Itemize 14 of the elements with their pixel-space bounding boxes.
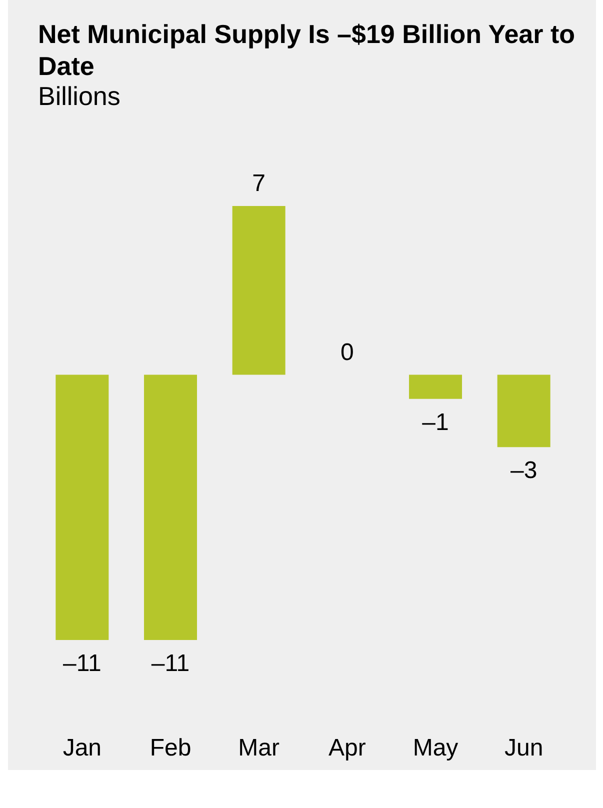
x-tick-label: May: [412, 734, 458, 762]
data-label: –3: [510, 457, 538, 484]
data-label: –11: [63, 650, 102, 677]
data-label: –11: [151, 650, 190, 677]
data-label: –1: [422, 408, 449, 436]
data-label: 7: [252, 170, 266, 197]
x-tick-label: Jan: [62, 734, 102, 762]
x-tick-label: Apr: [328, 734, 366, 762]
x-tick-label: Mar: [238, 734, 280, 762]
x-tick-label: Feb: [150, 734, 192, 762]
chart-subtitle: Billions: [38, 81, 120, 111]
chart-title: Net Municipal Supply Is –$19 Billion Year to Date: [38, 19, 575, 81]
x-tick-label: Jun: [504, 734, 544, 762]
data-label: 0: [340, 338, 354, 366]
